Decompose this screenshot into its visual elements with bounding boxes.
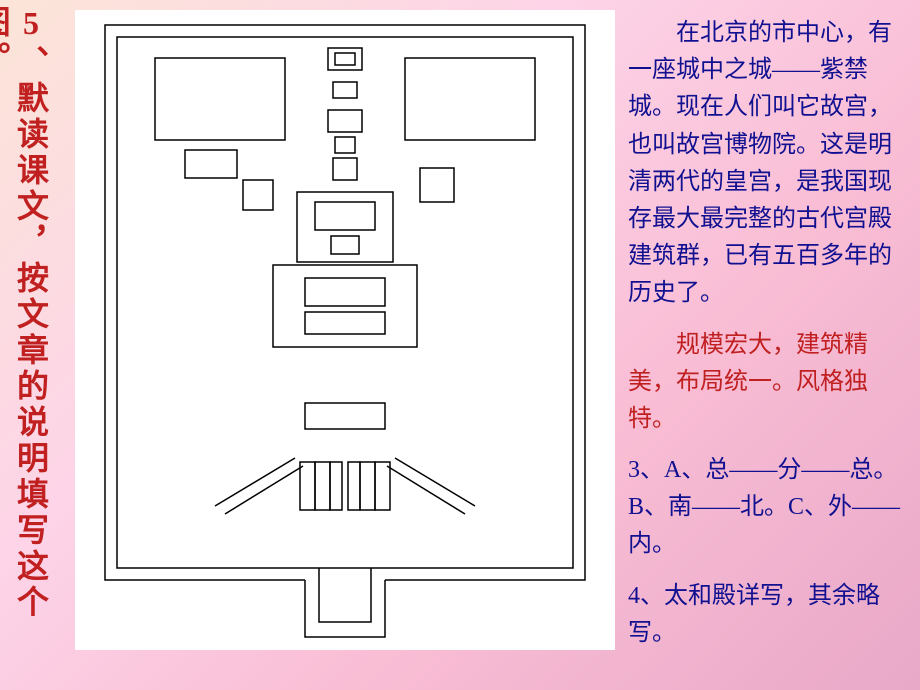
palace-diagram — [75, 10, 615, 650]
diagram-svg — [75, 10, 615, 650]
paragraph-4: 4、太和殿详写，其余略写。 — [628, 578, 913, 652]
text-content: 在北京的市中心，有一座城中之城——紫禁城。现在人们叫它故宫，也叫故宫博物院。这是… — [628, 15, 913, 652]
paragraph-2: 规模宏大，建筑精美，布局统一。风格独特。 — [628, 327, 913, 439]
vertical-title: 5、默读课文，按文章的说明填写这个图。 — [10, 5, 50, 685]
paragraph-3: 3、A、总——分——总。B、南——北。C、外——内。 — [628, 452, 913, 564]
paragraph-1: 在北京的市中心，有一座城中之城——紫禁城。现在人们叫它故宫，也叫故宫博物院。这是… — [628, 15, 913, 313]
